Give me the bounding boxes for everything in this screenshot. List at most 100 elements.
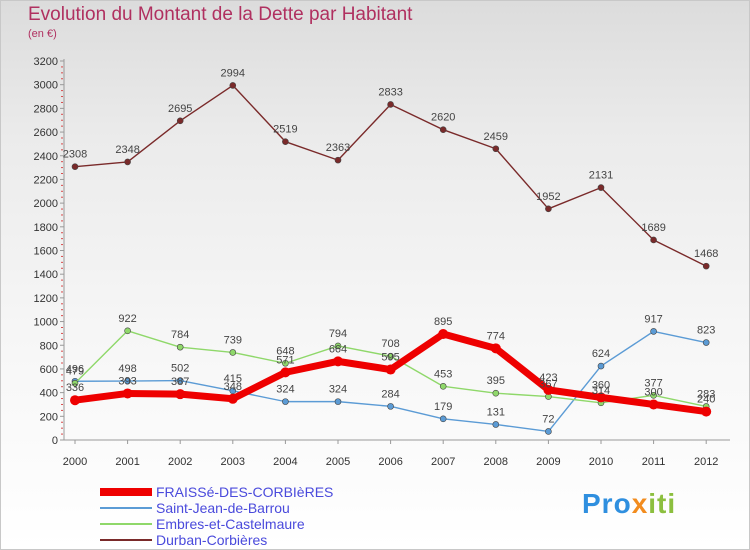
legend-swatch: [100, 507, 152, 509]
data-label: 1952: [536, 191, 560, 203]
data-point: [282, 398, 289, 405]
y-tick-label: 2800: [34, 103, 58, 115]
x-tick-label: 2001: [115, 456, 139, 468]
data-label: 2459: [484, 131, 508, 143]
data-point: [227, 393, 238, 404]
data-point: [439, 126, 447, 133]
x-tick-label: 2005: [326, 456, 350, 468]
legend-label: FRAISSé-DES-CORBIèRES: [156, 484, 334, 500]
data-label: 2363: [326, 142, 350, 154]
legend-label: Embres-et-Castelmaure: [156, 516, 305, 532]
data-point: [71, 163, 79, 170]
data-point: [70, 395, 80, 406]
data-label: 348: [224, 381, 242, 393]
data-point: [176, 117, 184, 125]
data-point: [280, 367, 291, 378]
data-point: [387, 101, 394, 108]
data-label: 387: [171, 376, 189, 388]
y-tick-label: 1200: [34, 293, 58, 305]
y-tick-label: 2200: [34, 174, 58, 186]
data-point: [229, 82, 237, 89]
data-point: [439, 415, 447, 423]
data-label: 917: [644, 313, 662, 325]
data-label: 502: [171, 363, 189, 375]
legend-item: FRAISSé-DES-CORBIèRES: [100, 484, 420, 500]
data-point: [176, 377, 184, 384]
data-point: [439, 383, 447, 390]
y-tick-label: 1400: [34, 269, 58, 281]
data-label: 1689: [641, 222, 665, 234]
data-point: [597, 362, 605, 370]
data-label: 360: [592, 379, 610, 391]
data-point: [124, 158, 131, 166]
data-point: [596, 392, 606, 403]
x-tick-label: 2010: [589, 456, 613, 468]
data-point: [385, 364, 396, 375]
x-tick-label: 2006: [378, 456, 402, 468]
data-label: 479: [66, 365, 84, 377]
data-label: 739: [224, 334, 242, 346]
x-tick-label: 2011: [642, 456, 666, 468]
data-point: [701, 406, 712, 417]
data-label: 324: [329, 384, 347, 396]
data-label: 367: [539, 379, 557, 391]
data-point: [492, 389, 500, 397]
data-label: 624: [592, 348, 610, 360]
data-point: [333, 356, 343, 367]
data-label: 595: [381, 352, 399, 364]
x-tick-label: 2012: [694, 456, 718, 468]
data-point: [650, 236, 657, 244]
data-label: 784: [171, 329, 189, 341]
x-tick-label: 2007: [431, 456, 455, 468]
y-tick-label: 1000: [34, 317, 58, 329]
data-point: [702, 262, 710, 270]
y-tick-label: 2400: [34, 151, 58, 163]
data-label: 2833: [378, 86, 402, 98]
data-label: 496: [66, 363, 84, 375]
data-point: [71, 379, 79, 387]
data-label: 2348: [115, 144, 139, 156]
y-tick-label: 800: [40, 340, 58, 352]
x-tick-label: 2003: [221, 456, 245, 468]
data-point: [650, 392, 657, 399]
data-label: 423: [539, 372, 557, 384]
data-label: 336: [66, 382, 84, 394]
legend-item: Durban-Corbières: [100, 532, 420, 548]
data-point: [438, 328, 449, 339]
legend-swatch: [100, 488, 152, 496]
data-label: 2308: [63, 149, 87, 161]
y-tick-label: 1600: [34, 246, 58, 258]
data-point: [492, 145, 500, 153]
data-point: [124, 377, 131, 385]
data-point: [702, 339, 710, 346]
data-label: 324: [276, 384, 294, 396]
data-label: 453: [434, 368, 452, 380]
data-point: [543, 384, 554, 395]
logo-part-3: iti: [648, 488, 677, 519]
logo-part-1: Pro: [582, 488, 632, 519]
data-point: [387, 403, 394, 410]
data-label: 131: [487, 406, 505, 418]
data-label: 72: [542, 413, 554, 425]
data-point: [650, 328, 657, 335]
x-tick-label: 2000: [63, 456, 87, 468]
data-label: 664: [329, 343, 347, 355]
data-label: 823: [697, 325, 715, 337]
data-point: [124, 327, 131, 335]
legend-swatch: [100, 523, 152, 525]
y-tick-label: 1800: [34, 222, 58, 234]
data-label: 2994: [221, 67, 245, 79]
y-tick-label: 2000: [34, 198, 58, 210]
data-label: 240: [697, 394, 715, 406]
data-point: [597, 184, 605, 191]
data-point: [648, 399, 659, 410]
data-label: 498: [118, 363, 136, 375]
data-label: 393: [118, 375, 136, 387]
legend-swatch: [100, 539, 152, 541]
legend-label: Durban-Corbières: [156, 532, 268, 548]
data-label: 794: [329, 328, 347, 340]
data-point: [545, 428, 552, 435]
y-tick-label: 3000: [34, 80, 58, 92]
